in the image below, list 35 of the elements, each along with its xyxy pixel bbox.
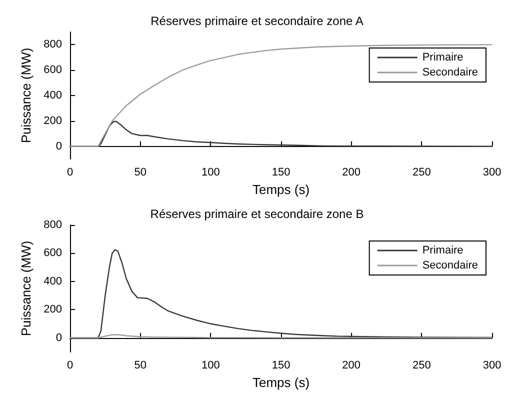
x-tick-label: 100 [201,360,220,372]
x-tick-label: 150 [272,166,290,178]
x-axis-title: Temps (s) [252,182,310,197]
y-tick-label: 0 [56,140,62,152]
y-tick-label: 600 [44,64,62,76]
legend-label: Secondaire [422,260,478,272]
legend-label: Primaire [422,244,464,256]
y-tick-label: 400 [44,90,62,102]
y-tick-label: 0 [56,332,62,344]
y-tick-label: 400 [44,275,62,288]
line-series [69,44,493,147]
y-tick-label: 600 [44,247,62,260]
legend-label: Primaire [422,52,464,64]
x-tick-label: 200 [342,166,361,178]
x-axis-title: Temps (s) [252,374,310,390]
x-tick-label: 150 [272,360,290,372]
x-tick-label: 200 [342,360,361,372]
x-tick-label: 100 [201,166,220,178]
x-tick-label: 300 [482,360,502,372]
x-tick-label: 250 [412,360,431,372]
x-tick-label: 50 [134,166,146,178]
x-tick-label: 0 [66,360,74,372]
y-tick-label: 800 [44,38,62,51]
y-tick-label: 200 [44,304,62,316]
y-axis-title: Puissance (MW) [18,48,34,144]
chart-title: Réserves primaire et secondaire zone B [150,207,364,221]
y-tick-label: 200 [44,114,62,127]
x-tick-label: 50 [134,360,146,372]
x-tick-label: 0 [66,166,74,178]
y-tick-label: 800 [44,219,62,231]
legend-label: Secondaire [422,66,478,78]
x-tick-label: 250 [412,166,431,178]
chart-title: Réserves primaire et secondaire zone A [150,14,364,28]
x-tick-label: 300 [482,166,502,178]
y-axis-title: Puissance (MW) [18,240,34,336]
